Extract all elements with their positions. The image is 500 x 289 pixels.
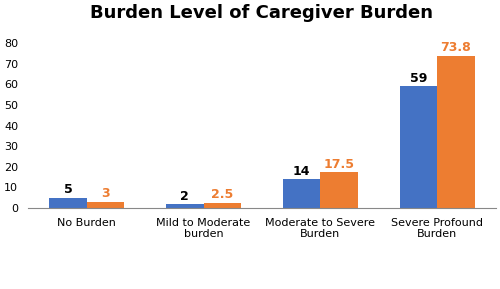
Bar xyxy=(166,204,203,208)
Text: 73.8: 73.8 xyxy=(440,41,471,54)
Title: Burden Level of Caregiver Burden: Burden Level of Caregiver Burden xyxy=(90,4,434,22)
Bar xyxy=(86,202,124,208)
Text: 2: 2 xyxy=(180,190,189,203)
Text: 17.5: 17.5 xyxy=(324,158,354,171)
Bar xyxy=(50,198,86,208)
Bar xyxy=(400,86,437,208)
Bar xyxy=(437,56,474,208)
Text: 5: 5 xyxy=(64,183,72,196)
Text: 59: 59 xyxy=(410,72,427,85)
Bar xyxy=(320,172,358,208)
Bar xyxy=(204,203,241,208)
Text: 2.5: 2.5 xyxy=(211,188,234,201)
Text: 3: 3 xyxy=(101,188,110,201)
Bar xyxy=(283,179,321,208)
Text: 14: 14 xyxy=(293,165,310,178)
